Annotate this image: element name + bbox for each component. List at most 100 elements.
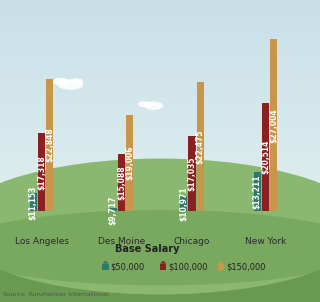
Bar <box>0 236 320 239</box>
Text: $100,000: $100,000 <box>168 262 208 271</box>
Text: Des Moine: Des Moine <box>98 237 145 246</box>
Bar <box>0 100 320 103</box>
Bar <box>0 199 320 202</box>
Bar <box>0 88 320 91</box>
Text: $15,088: $15,088 <box>117 165 126 200</box>
Bar <box>0 82 320 85</box>
Bar <box>262 103 269 211</box>
Bar <box>0 9 320 12</box>
Bar <box>0 251 320 254</box>
Bar <box>0 163 320 166</box>
Bar <box>0 284 320 287</box>
Bar <box>0 136 320 139</box>
Text: Chicago: Chicago <box>174 237 210 246</box>
Bar <box>0 3 320 6</box>
Bar <box>0 226 320 230</box>
Bar <box>0 196 320 199</box>
Bar <box>270 39 277 211</box>
Bar <box>0 190 320 193</box>
Bar <box>0 109 320 112</box>
Bar <box>0 278 320 281</box>
Bar <box>0 30 320 33</box>
Bar <box>0 6 320 9</box>
Bar <box>0 148 320 151</box>
Text: $10,971: $10,971 <box>179 187 188 221</box>
Text: $50,000: $50,000 <box>111 262 145 271</box>
Bar <box>0 42 320 45</box>
Bar <box>0 287 320 290</box>
Bar <box>0 281 320 284</box>
Bar <box>0 248 320 251</box>
Bar <box>0 257 320 260</box>
Bar <box>0 21 320 24</box>
Bar <box>0 60 320 63</box>
Bar <box>0 94 320 97</box>
Bar <box>0 290 320 293</box>
Text: $22,475: $22,475 <box>196 129 205 164</box>
Bar <box>0 296 320 299</box>
Bar <box>0 57 320 60</box>
Bar <box>0 12 320 15</box>
Bar <box>0 51 320 54</box>
Bar <box>0 211 320 214</box>
Text: $27,004: $27,004 <box>269 108 278 143</box>
Bar <box>0 178 320 181</box>
Polygon shape <box>218 261 224 264</box>
Text: Source: Runzheimer International: Source: Runzheimer International <box>3 292 109 297</box>
Bar <box>160 264 166 270</box>
Bar <box>0 230 320 233</box>
Bar <box>0 45 320 48</box>
Ellipse shape <box>138 101 150 107</box>
Bar <box>0 103 320 106</box>
Bar <box>0 214 320 217</box>
Ellipse shape <box>58 79 83 90</box>
Bar <box>0 0 320 3</box>
Text: $150,000: $150,000 <box>226 262 265 271</box>
Bar <box>0 293 320 296</box>
Bar <box>254 172 261 211</box>
Bar <box>0 139 320 142</box>
Bar <box>0 266 320 269</box>
Text: $22,848: $22,848 <box>45 127 54 162</box>
Bar <box>0 233 320 236</box>
Bar <box>0 106 320 109</box>
Bar <box>0 85 320 88</box>
Bar <box>0 193 320 196</box>
Bar <box>0 18 320 21</box>
Bar <box>126 115 133 211</box>
Bar <box>0 145 320 148</box>
Bar <box>0 184 320 187</box>
Bar <box>0 124 320 127</box>
Bar <box>0 63 320 66</box>
Bar <box>38 133 45 211</box>
Bar <box>0 208 320 211</box>
Bar <box>0 79 320 82</box>
Bar <box>0 115 320 118</box>
Bar <box>0 48 320 51</box>
Bar <box>0 160 320 163</box>
Text: Los Angeles: Los Angeles <box>15 237 68 246</box>
Bar <box>218 264 224 270</box>
Bar <box>0 69 320 72</box>
Bar <box>0 169 320 172</box>
Bar <box>0 172 320 175</box>
Bar <box>197 82 204 211</box>
Bar <box>0 275 320 278</box>
Text: $9,717: $9,717 <box>109 195 118 225</box>
Bar <box>0 272 320 275</box>
Ellipse shape <box>0 159 320 294</box>
Bar <box>180 196 187 211</box>
Text: Base Salary: Base Salary <box>115 244 180 254</box>
Bar <box>0 72 320 76</box>
Bar <box>118 154 125 211</box>
Bar <box>0 118 320 121</box>
Bar <box>0 39 320 42</box>
Bar <box>46 79 53 211</box>
Bar <box>0 269 320 272</box>
Ellipse shape <box>144 101 163 110</box>
Bar <box>0 242 320 245</box>
Text: $17,318: $17,318 <box>37 155 46 190</box>
Bar <box>0 154 320 157</box>
Bar <box>0 54 320 57</box>
Bar <box>0 36 320 39</box>
